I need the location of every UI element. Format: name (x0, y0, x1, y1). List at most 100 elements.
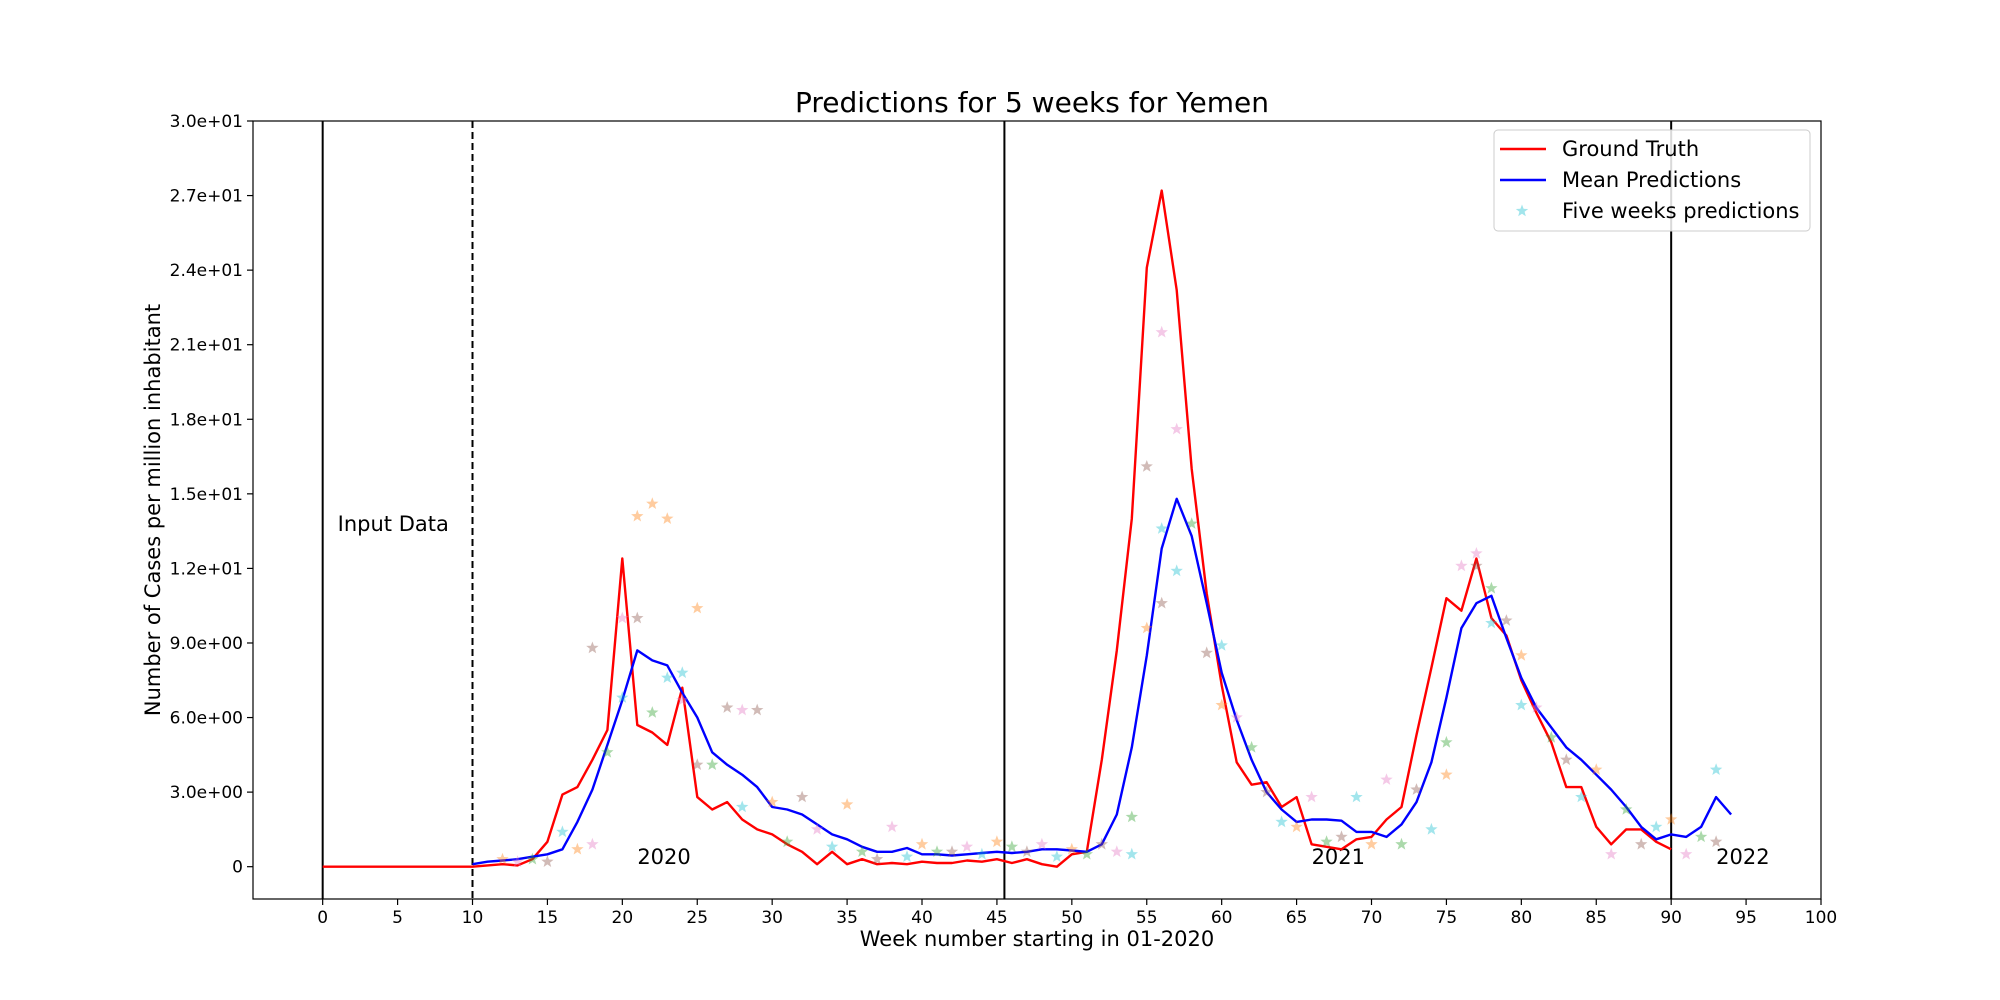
prediction-star (781, 835, 794, 848)
prediction-star (1140, 460, 1153, 472)
y-tick-label: 1.8e+01 (170, 410, 243, 430)
prediction-star (960, 840, 974, 853)
prediction-star (1560, 753, 1573, 766)
x-tick-label: 60 (1211, 908, 1233, 928)
x-tick-label: 15 (537, 908, 559, 928)
prediction-star (796, 790, 809, 803)
prediction-star (601, 745, 614, 758)
x-tick-label: 30 (761, 908, 783, 928)
prediction-star (1440, 735, 1453, 748)
prediction-star (511, 855, 524, 867)
prediction-star (616, 691, 629, 703)
prediction-star (825, 840, 839, 853)
prediction-star (1485, 616, 1498, 629)
prediction-star (556, 825, 569, 838)
prediction-star (1170, 422, 1183, 435)
x-tick-label: 80 (1511, 908, 1533, 928)
prediction-star (930, 845, 944, 857)
prediction-star (1110, 845, 1123, 857)
prediction-star (721, 701, 734, 713)
prediction-star (1709, 763, 1723, 775)
prediction-star (1515, 648, 1528, 661)
prediction-star (1365, 837, 1378, 850)
y-tick-label: 3.0e+00 (170, 783, 243, 803)
prediction-star (1170, 564, 1183, 577)
prediction-star (1065, 842, 1078, 855)
prediction-star (496, 852, 509, 865)
prediction-star (736, 703, 749, 716)
y-tick-label: 0 (232, 858, 243, 878)
prediction-star (990, 835, 1004, 848)
y-tick-label: 3.0e+01 (170, 112, 243, 132)
prediction-star (766, 795, 779, 808)
series-line (322, 189, 1672, 868)
prediction-star (571, 842, 584, 855)
prediction-star (1380, 773, 1393, 785)
prediction-star (1305, 790, 1318, 803)
x-tick-label: 5 (392, 908, 403, 928)
x-tick-label: 50 (1061, 908, 1083, 928)
prediction-star (1125, 847, 1138, 860)
prediction-star (1215, 698, 1228, 711)
prediction-star (1695, 830, 1708, 843)
prediction-star (855, 845, 869, 857)
y-tick-label: 2.4e+01 (170, 261, 243, 281)
prediction-star (810, 822, 824, 835)
x-axis-label: Week number starting in 01-2020 (860, 927, 1214, 951)
prediction-star (691, 758, 704, 770)
prediction-star (1050, 850, 1063, 862)
prediction-star (691, 601, 704, 614)
prediction-star (616, 611, 629, 624)
y-tick-label: 2.7e+01 (170, 187, 243, 207)
prediction-star (526, 852, 539, 865)
prediction-star (1635, 837, 1648, 850)
prediction-star (1605, 847, 1618, 860)
plot-frame (252, 120, 1822, 900)
prediction-star (661, 512, 674, 524)
x-tick-label: 45 (986, 908, 1008, 928)
prediction-star (1395, 837, 1408, 850)
y-tick-label: 1.5e+01 (170, 485, 243, 505)
prediction-star (631, 509, 644, 522)
x-tick-label: 20 (612, 908, 634, 928)
y-axis-label: Number of Cases per million inhabitant (141, 304, 165, 716)
x-tick-label: 10 (462, 908, 484, 928)
prediction-star (1290, 820, 1303, 833)
prediction-star (1155, 522, 1168, 534)
prediction-star (706, 758, 719, 770)
prediction-star (870, 852, 884, 865)
prediction-star (646, 497, 659, 509)
legend-marker (1515, 204, 1529, 217)
x-tick-label: 100 (1805, 908, 1837, 928)
prediction-star (1620, 803, 1633, 815)
annotation: Input Data (338, 512, 449, 536)
x-tick-label: 0 (317, 908, 328, 928)
prediction-star (1455, 559, 1468, 572)
prediction-star (1709, 835, 1723, 848)
prediction-star (900, 850, 914, 862)
annotation: 2020 (637, 845, 690, 869)
y-tick-label: 1.2e+01 (170, 559, 243, 579)
prediction-star (1320, 835, 1333, 848)
prediction-star (586, 837, 599, 850)
prediction-star (1590, 763, 1603, 775)
prediction-star (1575, 790, 1588, 803)
y-tick-label: 9.0e+00 (170, 634, 243, 654)
prediction-star (945, 845, 959, 857)
prediction-star (1035, 837, 1049, 850)
prediction-star (661, 671, 674, 683)
prediction-star (1515, 698, 1528, 711)
prediction-star (1125, 810, 1138, 823)
x-tick-label: 75 (1436, 908, 1458, 928)
prediction-star (751, 703, 764, 716)
prediction-star (1665, 813, 1678, 825)
prediction-star (586, 641, 599, 654)
y-tick-label: 6.0e+00 (170, 709, 243, 729)
prediction-star (1650, 820, 1663, 833)
prediction-star (631, 611, 644, 624)
prediction-star (541, 855, 554, 867)
prediction-star (840, 798, 854, 810)
prediction-star (1155, 596, 1168, 609)
x-tick-label: 25 (686, 908, 708, 928)
